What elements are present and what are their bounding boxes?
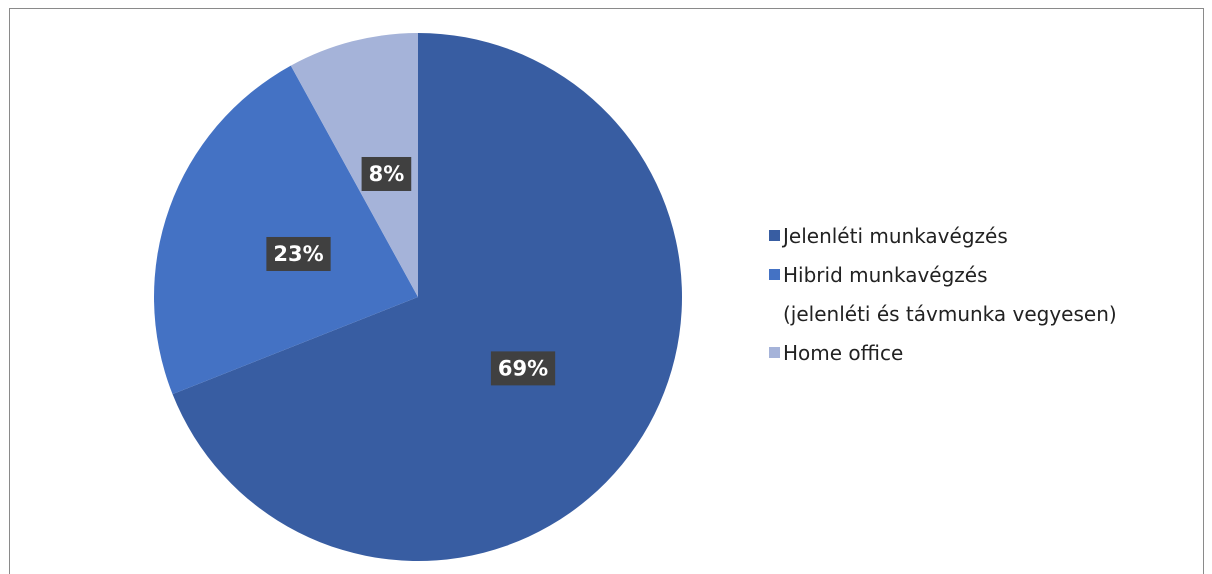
legend-line: Hibrid munkavégzés	[783, 263, 988, 287]
pie-slice	[172, 33, 682, 561]
legend-swatch	[769, 230, 780, 241]
legend-swatch	[769, 269, 780, 280]
legend-line: Jelenléti munkavégzés	[781, 224, 1008, 248]
legend-line: (jelenléti és távmunka vegyesen)	[783, 302, 1117, 326]
data-label-box	[490, 351, 556, 386]
data-label: 69%	[498, 356, 548, 380]
pie-slice	[290, 33, 418, 297]
data-label: 23%	[273, 242, 323, 266]
data-label: 8%	[369, 162, 405, 186]
pie-slice	[153, 65, 418, 395]
data-label-box	[361, 156, 412, 191]
legend-label: Jelenléti munkavégzés	[781, 224, 1008, 248]
legend-line: Home office	[783, 341, 903, 365]
legend-label: Home office	[783, 341, 903, 365]
legend-swatch	[769, 347, 780, 358]
legend-label: Hibrid munkavégzés (jelenléti és távmunka…	[783, 263, 1117, 326]
data-label-box	[266, 236, 331, 271]
frame	[9, 8, 1204, 574]
